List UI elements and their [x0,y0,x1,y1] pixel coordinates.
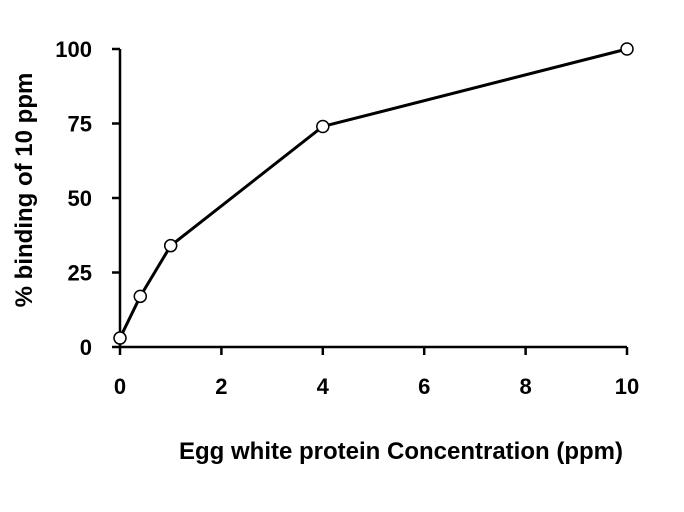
x-tick-label: 4 [317,374,330,399]
y-tick-label: 75 [68,112,92,137]
series-line [118,47,628,339]
y-tick-label: 0 [80,335,92,360]
data-point [113,331,127,345]
y-axis-title: % binding of 10 ppm [11,73,38,308]
data-point [620,42,634,56]
data-point [133,289,148,304]
data-point [316,119,330,134]
x-axis-title: Egg white protein Concentration (ppm) [179,438,623,465]
x-tick-label: 2 [215,374,227,399]
x-tick-label: 8 [519,374,531,399]
data-series [113,42,634,345]
data-point [163,238,178,253]
x-tick-label: 0 [114,374,126,399]
y-tick-label: 25 [68,261,92,286]
x-tick-label: 6 [418,374,430,399]
tick-labels: 0 25 50 75 100 0 2 4 6 8 10 [55,37,639,399]
axes [112,47,629,355]
y-tick-label: 50 [68,186,92,211]
x-tick-label: 10 [615,374,639,399]
y-tick-label: 100 [55,37,92,62]
